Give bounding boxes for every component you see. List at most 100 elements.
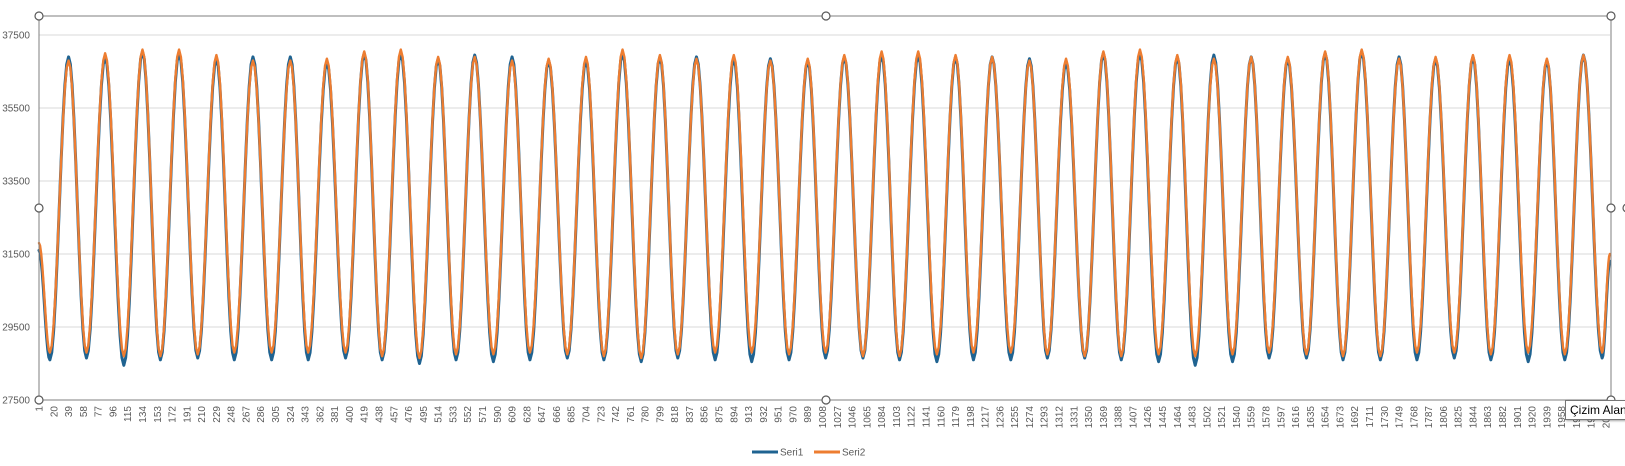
x-tick-label: 419 bbox=[360, 406, 371, 423]
x-tick-label: 343 bbox=[301, 406, 312, 423]
x-tick-label: 875 bbox=[715, 406, 726, 423]
x-tick-label: 1312 bbox=[1055, 406, 1066, 429]
x-tick-label: 1578 bbox=[1262, 406, 1273, 429]
x-tick-label: 1198 bbox=[966, 406, 977, 428]
x-tick-label: 1274 bbox=[1025, 406, 1036, 429]
resize-handle[interactable] bbox=[34, 395, 44, 405]
resize-handle[interactable] bbox=[821, 11, 831, 21]
x-tick-label: 1103 bbox=[892, 406, 903, 428]
x-tick-label: 1863 bbox=[1483, 406, 1494, 429]
x-tick-label: 305 bbox=[271, 406, 282, 423]
x-tick-label: 1654 bbox=[1321, 406, 1332, 429]
x-tick-label: 267 bbox=[242, 406, 253, 423]
x-tick-label: 58 bbox=[79, 406, 90, 418]
resize-handle[interactable] bbox=[34, 11, 44, 21]
x-tick-label: 1483 bbox=[1188, 406, 1199, 429]
x-tick-label: 533 bbox=[448, 406, 459, 423]
x-tick-label: 1502 bbox=[1202, 406, 1213, 429]
plot-area-tooltip: Çizim Alanı bbox=[1565, 400, 1625, 420]
y-tick-label: 31500 bbox=[2, 250, 30, 261]
x-tick-label: 1445 bbox=[1158, 406, 1169, 429]
x-tick-label: 1350 bbox=[1084, 406, 1095, 429]
x-tick-label: 628 bbox=[522, 406, 533, 423]
x-tick-label: 837 bbox=[685, 406, 696, 423]
x-tick-label: 571 bbox=[478, 406, 489, 423]
x-tick-label: 552 bbox=[463, 406, 474, 423]
x-tick-label: 1806 bbox=[1439, 406, 1450, 429]
x-tick-label: 1255 bbox=[1010, 406, 1021, 429]
x-tick-label: 1008 bbox=[818, 406, 829, 429]
x-tick-label: 1901 bbox=[1513, 406, 1524, 429]
x-tick-label: 1027 bbox=[833, 406, 844, 429]
x-tick-label: 609 bbox=[508, 406, 519, 423]
x-tick-label: 115 bbox=[123, 406, 134, 422]
x-tick-label: 172 bbox=[168, 406, 179, 423]
x-tick-label: 1939 bbox=[1542, 406, 1553, 429]
resize-handle[interactable] bbox=[34, 203, 44, 213]
x-tick-label: 1331 bbox=[1069, 406, 1080, 429]
x-tick-label: 1635 bbox=[1306, 406, 1317, 429]
x-tick-label: 685 bbox=[567, 406, 578, 423]
x-tick-label: 381 bbox=[330, 406, 341, 423]
x-tick-label: 1293 bbox=[1040, 406, 1051, 429]
x-tick-label: 913 bbox=[744, 406, 755, 423]
x-tick-label: 1673 bbox=[1335, 406, 1346, 429]
x-tick-label: 457 bbox=[389, 406, 400, 423]
x-tick-label: 590 bbox=[493, 406, 504, 423]
x-tick-label: 742 bbox=[611, 406, 622, 423]
x-tick-label: 1236 bbox=[995, 406, 1006, 429]
x-tick-label: 1825 bbox=[1454, 406, 1465, 429]
x-tick-label: 324 bbox=[286, 406, 297, 423]
x-tick-label: 1920 bbox=[1528, 406, 1539, 429]
x-tick-label: 989 bbox=[803, 406, 814, 423]
x-tick-label: 951 bbox=[774, 406, 785, 423]
x-tick-label: 134 bbox=[138, 406, 149, 423]
x-tick-label: 723 bbox=[596, 406, 607, 423]
resize-handle[interactable] bbox=[1606, 11, 1616, 21]
x-tick-label: 1426 bbox=[1143, 406, 1154, 429]
x-tick-label: 1065 bbox=[862, 406, 873, 429]
x-tick-label: 1521 bbox=[1217, 406, 1228, 429]
resize-handle[interactable] bbox=[1606, 203, 1616, 213]
x-tick-label: 1084 bbox=[877, 406, 888, 429]
x-tick-label: 248 bbox=[227, 406, 238, 423]
x-tick-label: 1692 bbox=[1350, 406, 1361, 429]
x-tick-label: 96 bbox=[108, 406, 119, 418]
x-tick-label: 799 bbox=[655, 406, 666, 423]
x-tick-label: 970 bbox=[788, 406, 799, 423]
legend-label-seri1: Seri1 bbox=[780, 448, 804, 459]
x-tick-label: 1559 bbox=[1247, 406, 1258, 429]
x-tick-label: 818 bbox=[670, 406, 681, 423]
x-tick-label: 20 bbox=[49, 406, 60, 418]
x-tick-label: 191 bbox=[182, 406, 193, 423]
x-tick-label: 1768 bbox=[1409, 406, 1420, 429]
x-tick-label: 666 bbox=[552, 406, 563, 423]
x-tick-label: 1540 bbox=[1232, 406, 1243, 429]
x-tick-label: 932 bbox=[759, 406, 770, 423]
legend: Seri1 Seri2 bbox=[752, 448, 866, 459]
x-tick-label: 1787 bbox=[1424, 406, 1435, 429]
x-tick-label: 1844 bbox=[1469, 406, 1480, 429]
x-tick-label: 39 bbox=[64, 406, 75, 418]
x-tick-label: 1160 bbox=[936, 406, 947, 428]
x-tick-label: 1597 bbox=[1276, 406, 1287, 429]
x-tick-label: 1730 bbox=[1380, 406, 1391, 429]
x-tick-label: 1749 bbox=[1395, 406, 1406, 429]
x-tick-label: 647 bbox=[537, 406, 548, 423]
legend-label-seri2: Seri2 bbox=[842, 448, 866, 459]
x-tick-label: 1958 bbox=[1557, 406, 1568, 429]
x-tick-label: 704 bbox=[582, 406, 593, 423]
x-tick-label: 894 bbox=[729, 406, 740, 423]
x-tick-label: 1 bbox=[35, 406, 46, 412]
resize-handle[interactable] bbox=[821, 395, 831, 405]
y-axis-ticks: 27500 29500 31500 33500 35500 37500 bbox=[2, 31, 30, 407]
x-tick-label: 362 bbox=[315, 406, 326, 423]
selection-frame[interactable] bbox=[34, 11, 1625, 405]
x-axis-ticks: 1 20 39 58 77 96 115 134 153 172 191 210 229 248 267 28… bbox=[35, 406, 1613, 429]
x-tick-label: 1046 bbox=[848, 406, 859, 429]
x-tick-label: 153 bbox=[153, 406, 164, 423]
x-tick-label: 286 bbox=[256, 406, 267, 423]
x-tick-label: 1407 bbox=[1128, 406, 1139, 429]
